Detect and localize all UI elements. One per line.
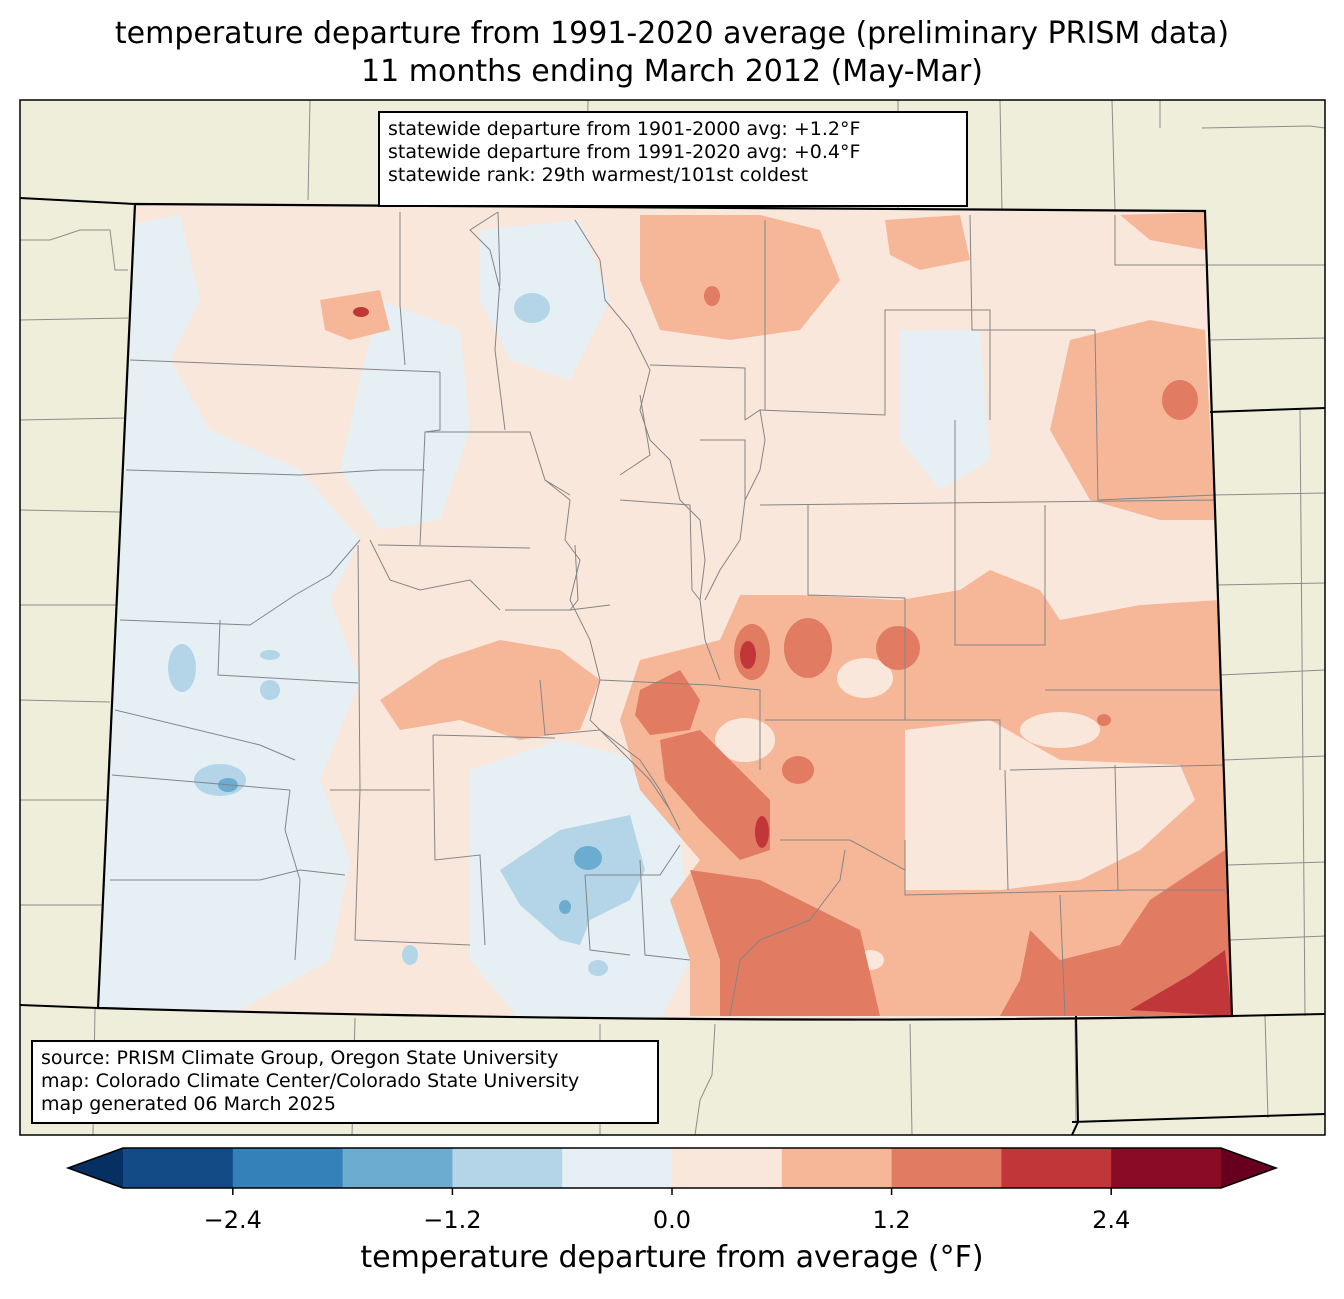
colorbar-tick-label: 0.0 <box>652 1206 692 1234</box>
colorado-state-border <box>96 202 1234 1021</box>
colorbar-outline <box>65 1147 1279 1189</box>
cool-region-west <box>98 215 360 1010</box>
warm-spot-south <box>782 756 814 784</box>
stats-line-rank: statewide rank: 29th warmest/101st colde… <box>388 164 809 186</box>
warm-spot-se-small <box>1097 714 1111 726</box>
colorbar-tick-label: −1.2 <box>423 1206 482 1234</box>
cool-region-northwest <box>340 300 470 530</box>
colorado-county-lines <box>110 211 1226 1017</box>
colorbar-tick-label: 1.2 <box>872 1206 911 1234</box>
neutral-island-se <box>905 720 1195 890</box>
warm-region-ne-east <box>1050 320 1215 520</box>
colorbar-bin <box>891 1148 1002 1188</box>
hot-spot-colorado-springs <box>740 641 756 669</box>
colorbar-extend-high <box>1221 1148 1276 1188</box>
cold-patch-west-4 <box>260 650 280 660</box>
cold-patch-west-2 <box>194 764 246 796</box>
warm-region-north <box>640 215 840 340</box>
colorbar-bin <box>672 1148 783 1188</box>
stats-line-1991-2020: statewide departure from 1991-2020 avg: … <box>388 141 861 163</box>
warm-spot-plains <box>876 626 920 670</box>
hot-spot-walsenburg <box>755 816 769 848</box>
source-line-prism: source: PRISM Climate Group, Oregon Stat… <box>41 1047 559 1069</box>
warmer-region-springs <box>635 670 700 735</box>
neighbor-state-borders <box>19 197 1326 1136</box>
cold-spot-1 <box>574 846 602 870</box>
warmer-region-southeast <box>1000 850 1232 1016</box>
hot-region-se-corner <box>1130 950 1232 1016</box>
map-title-line2: 11 months ending March 2012 (May-Mar) <box>361 54 983 89</box>
colorbar-bin <box>452 1148 563 1188</box>
source-line-map: map: Colorado Climate Center/Colorado St… <box>41 1070 580 1092</box>
cold-patch-north-park <box>514 293 550 323</box>
colorbar-bin <box>562 1148 673 1188</box>
colorbar <box>65 1147 1279 1195</box>
warm-region-north-east <box>885 215 970 270</box>
colorbar-bin <box>342 1148 453 1188</box>
hot-spot-north <box>353 307 369 317</box>
cold-patch-west-3 <box>260 680 280 700</box>
stats-line-1901-2000: statewide departure from 1901-2000 avg: … <box>388 118 861 140</box>
colorbar-tick-label: 2.4 <box>1092 1206 1131 1234</box>
colorbar-extend-low <box>68 1148 123 1188</box>
neutral-island-3 <box>1020 712 1100 748</box>
map-frame <box>19 99 1326 1136</box>
warm-region-central <box>380 640 600 740</box>
cold-spot-2 <box>559 900 571 914</box>
source-credits-box: source: PRISM Climate Group, Oregon Stat… <box>31 1040 659 1124</box>
colorbar-bin <box>232 1148 344 1188</box>
warm-spot-ne <box>1162 380 1198 420</box>
colorbar-label: temperature departure from average (°F) <box>360 1240 984 1275</box>
warmer-region-raton <box>690 870 880 1016</box>
warm-spot-limon <box>784 618 832 678</box>
colorbar-bin <box>123 1148 234 1188</box>
colorbar-tick-label: −2.4 <box>203 1206 262 1234</box>
colorbar-bin <box>781 1148 893 1188</box>
cold-patch-west-1 <box>168 644 196 692</box>
neutral-island-1 <box>837 658 893 698</box>
colorbar-bin <box>1111 1148 1222 1188</box>
colorbar-bin <box>1001 1148 1112 1188</box>
anomaly-fields <box>98 212 1232 1020</box>
cold-patch-s <box>588 960 608 976</box>
cold-patch-san-luis <box>500 815 645 945</box>
source-line-generated: map generated 06 March 2025 <box>41 1093 336 1115</box>
warm-region-ne-corner <box>1120 212 1205 250</box>
map-title-line1: temperature departure from 1991-2020 ave… <box>114 16 1230 51</box>
cool-region-northeast <box>900 330 990 490</box>
warm-spot-north <box>704 286 720 306</box>
statewide-stats-box: statewide departure from 1901-2000 avg: … <box>378 111 968 207</box>
warmer-region-pueblo <box>660 730 770 860</box>
cold-patch-sw <box>402 945 418 965</box>
